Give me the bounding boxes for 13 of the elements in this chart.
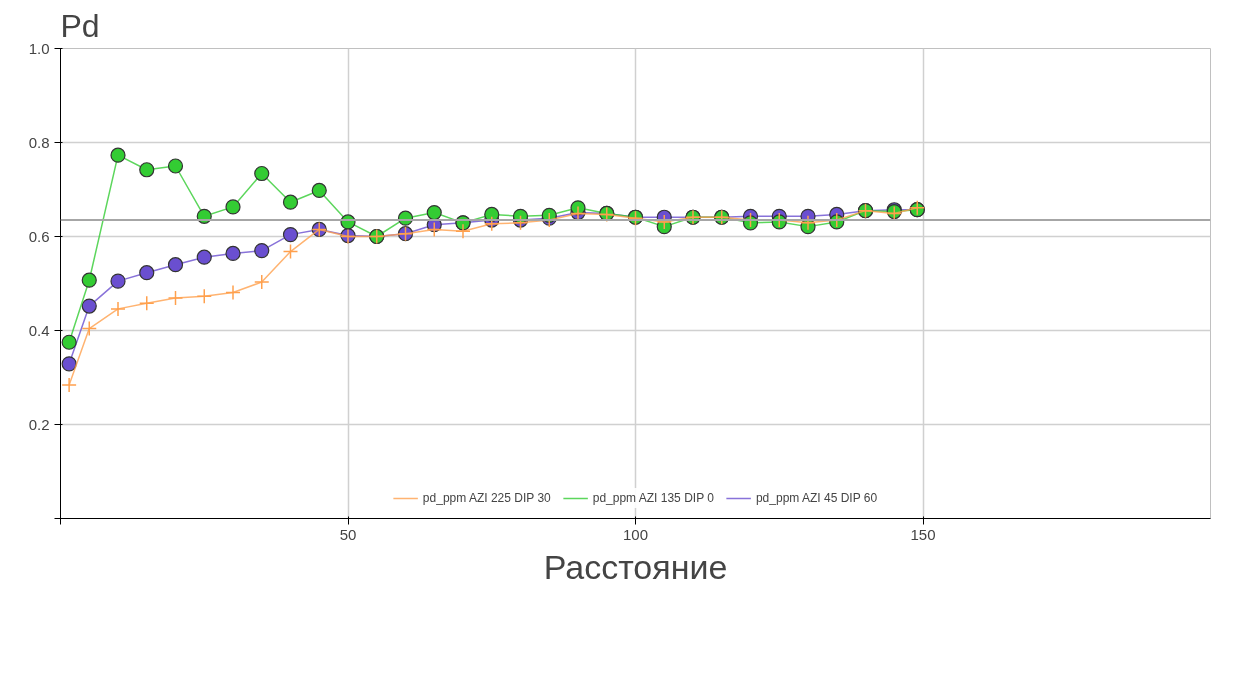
x-axis-title: Расстояние xyxy=(543,547,728,586)
y-tick-label: 0.2 xyxy=(28,415,50,433)
y-tick-label: 1.0 xyxy=(28,39,50,57)
y-tick-label: 0.6 xyxy=(28,227,50,245)
y-axis-title: Pd xyxy=(60,7,100,44)
x-tick-label: 100 xyxy=(622,525,649,543)
x-tick-label: 50 xyxy=(339,525,357,543)
legend-label: pd_ppm AZI 45 DIP 60 xyxy=(755,491,878,505)
y-tick-label: 0.4 xyxy=(28,321,50,339)
legend-label: pd_ppm AZI 225 DIP 30 xyxy=(422,491,551,505)
legend-label: pd_ppm AZI 135 DIP 0 xyxy=(592,491,714,505)
x-tick-label: 150 xyxy=(910,525,936,543)
y-tick-label: 0.8 xyxy=(28,133,50,151)
